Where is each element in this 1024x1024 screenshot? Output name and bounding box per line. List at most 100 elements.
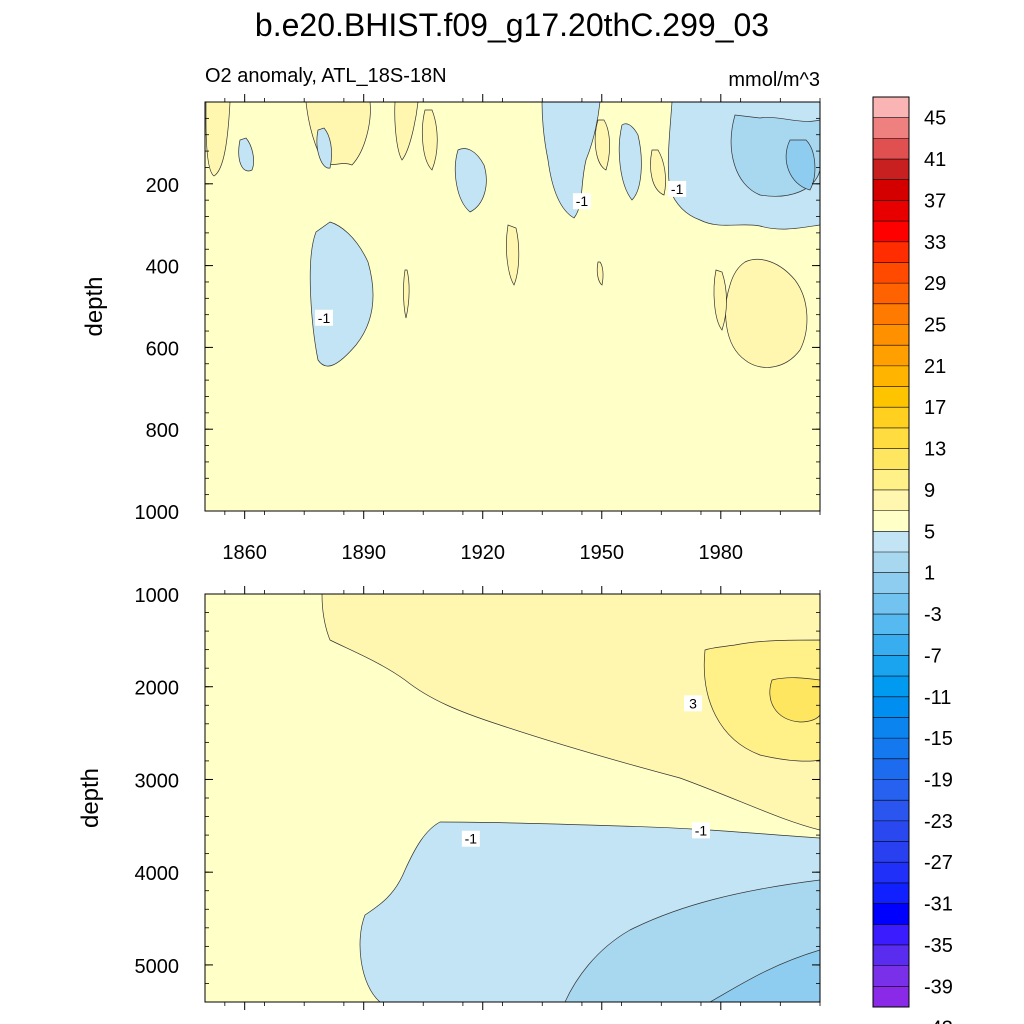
colorbar-label: -27 [924, 852, 953, 874]
colorbar-swatch [873, 469, 909, 491]
colorbar-label: 45 [924, 108, 946, 130]
colorbar-swatch [873, 427, 909, 449]
contour-region-upper-17 [403, 269, 410, 319]
y-tick-label: 1000 [135, 585, 180, 607]
contour-region-upper-7 [454, 148, 487, 213]
contour-label: -1 [695, 822, 708, 838]
colorbar-swatch [873, 944, 909, 966]
colorbar-swatch [873, 696, 909, 718]
contour-label-bg [668, 180, 687, 197]
contour-region-upper-16 [596, 261, 604, 286]
colorbar-label: 25 [924, 315, 946, 337]
colorbar-swatch [873, 965, 909, 987]
colorbar-swatch [873, 386, 909, 408]
y-tick-label: 600 [146, 338, 179, 360]
contour-label-bg [572, 193, 591, 210]
contour-region-upper-8 [541, 102, 601, 219]
contour-label-bg [461, 830, 480, 847]
contour-region-upper-6 [422, 109, 438, 171]
panels: -1 -1 -1 200 400 600 800 1000 1860 1890 1920 1950 19… [77, 94, 821, 1010]
y-tick-label: 800 [146, 420, 179, 442]
contour-region-upper-0 [309, 221, 374, 367]
y-tick-label: 1000 [135, 502, 180, 524]
colorbar-swatch [873, 179, 909, 201]
colorbar-swatch [873, 345, 909, 367]
colorbar-swatch [873, 572, 909, 594]
colorbar-swatch [873, 200, 909, 222]
contour-region-upper-9 [594, 119, 610, 171]
colorbar-label: -7 [924, 645, 942, 667]
contour-label: -1 [465, 831, 478, 847]
colorbar-swatch [873, 614, 909, 636]
contour-region-lower-0 [321, 594, 820, 831]
y-axis-label: depth [81, 276, 108, 336]
contour-field [205, 594, 820, 1002]
colorbar-label: -43 [924, 1018, 953, 1024]
colorbar-swatch [873, 903, 909, 925]
contour-region-upper-15 [506, 224, 520, 286]
colorbar-swatch [873, 841, 909, 863]
colorbar-swatch [873, 303, 909, 325]
y-tick-label: 3000 [135, 770, 180, 792]
colorbar: 45 41 37 33 29 25 21 17 13 9 5 1 -3 -7 -11 -15 -19 -23 -27… [872, 96, 953, 1024]
colorbar-label: -23 [924, 811, 953, 833]
contour-region-upper-4 [316, 127, 332, 169]
units-label: mmol/m^3 [728, 69, 820, 91]
colorbar-swatch [873, 552, 909, 573]
contour-label: -1 [318, 310, 331, 326]
colorbar-swatch [873, 676, 909, 698]
colorbar-label: -35 [924, 935, 953, 957]
contour-region-upper-19 [713, 269, 727, 331]
colorbar-label: 5 [924, 521, 935, 543]
colorbar-frame [872, 96, 910, 1008]
contour-field [205, 102, 820, 511]
colorbar-swatch [873, 241, 909, 263]
colorbar-swatch [873, 882, 909, 904]
colorbar-swatch [873, 779, 909, 801]
colorbar-swatch [873, 655, 909, 677]
colorbar-label: 33 [924, 232, 946, 254]
contour-region-lower-4 [564, 879, 820, 1002]
colorbar-label: 1 [924, 563, 935, 585]
plot-frame [204, 101, 821, 512]
y-axis-label: depth [77, 768, 104, 828]
colorbar-swatch [873, 717, 909, 739]
chart-subtitle: O2 anomaly, ATL_18S-18N [205, 65, 447, 87]
colorbar-swatch [873, 221, 909, 243]
colorbar-label: 21 [924, 356, 946, 378]
colorbar-label: 9 [924, 480, 935, 502]
contour-region-upper-5 [394, 102, 419, 161]
chart-title: b.e20.BHIST.f09_g17.20thC.299_03 [255, 7, 769, 43]
contour-label: -1 [576, 193, 589, 209]
colorbar-label: 41 [924, 149, 946, 171]
colorbar-swatch [873, 986, 909, 1008]
colorbar-label: -39 [924, 976, 953, 998]
colorbar-swatch [873, 738, 909, 760]
colorbar-swatch [873, 324, 909, 346]
colorbar-swatch [873, 138, 909, 160]
contour-region-upper-10 [618, 123, 642, 201]
colorbar-swatch [873, 283, 909, 305]
y-tick-label: 400 [146, 257, 179, 279]
colorbar-swatch [873, 820, 909, 842]
contour-region-upper-18 [725, 258, 808, 368]
colorbar-label: -3 [924, 604, 942, 626]
colorbar-swatch [873, 262, 909, 284]
colorbar-swatch [873, 531, 909, 553]
contour-label-bg [315, 309, 334, 326]
colorbar-label: -15 [924, 728, 953, 750]
colorbar-swatch [873, 448, 909, 470]
colorbar-swatch [873, 593, 909, 615]
colorbar-swatch [873, 407, 909, 429]
colorbar-swatch [873, 117, 909, 139]
panel-upper: -1 -1 -1 200 400 600 800 1000 1860 1890 1920 1950 19… [81, 94, 821, 564]
contour-region-upper-2 [238, 137, 254, 172]
contour-region-lower-2 [769, 677, 820, 723]
colorbar-label: 17 [924, 397, 946, 419]
colorbar-swatch [873, 924, 909, 946]
contour-label-bg [684, 695, 703, 712]
contour-region-upper-1 [205, 102, 231, 177]
colorbar-label: -19 [924, 770, 953, 792]
x-tick-label: 1920 [460, 542, 505, 564]
